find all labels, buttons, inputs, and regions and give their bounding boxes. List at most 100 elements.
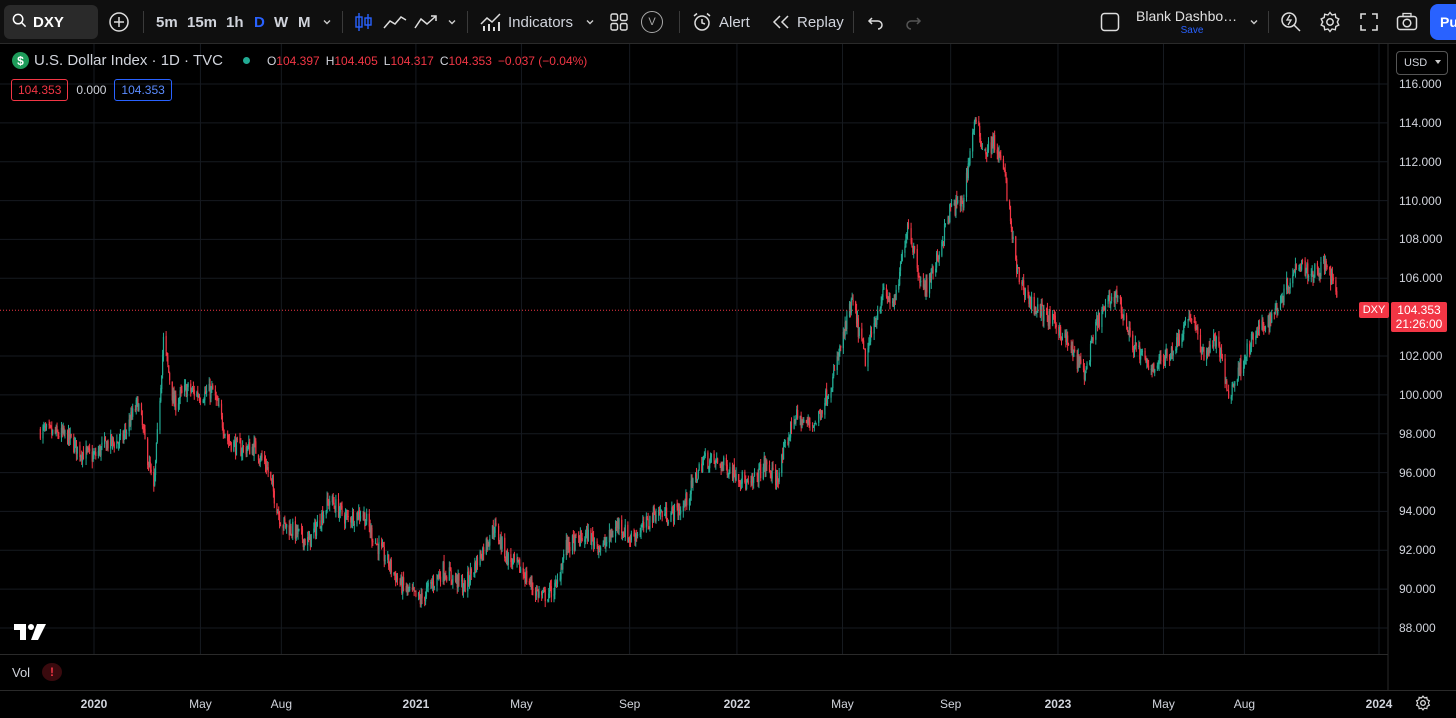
- price-chart[interactable]: [0, 44, 1456, 690]
- tf-15m[interactable]: 15m: [187, 0, 217, 44]
- candle-body: [925, 277, 927, 297]
- candle-body: [227, 440, 230, 442]
- symbol-title[interactable]: U.S. Dollar Index · 1D · TVC: [34, 52, 223, 69]
- candle-body: [235, 438, 238, 456]
- candle-body: [220, 403, 223, 416]
- snapshot-button[interactable]: [1396, 0, 1418, 44]
- candle-body: [633, 533, 635, 537]
- sell-price-box[interactable]: 104.353: [11, 79, 69, 101]
- candle-body: [233, 441, 235, 452]
- tf-d[interactable]: D: [254, 0, 265, 44]
- axis-settings-button[interactable]: [1415, 695, 1431, 716]
- candle-body: [789, 421, 792, 438]
- candle-body: [1073, 349, 1075, 357]
- candle-body: [965, 172, 968, 198]
- tf-m[interactable]: M: [298, 0, 311, 44]
- undo-button[interactable]: [867, 0, 885, 44]
- tf-5m[interactable]: 5m: [156, 0, 178, 44]
- candle-body: [659, 510, 662, 514]
- candle-body: [1184, 322, 1186, 326]
- volume-label[interactable]: Vol: [12, 665, 31, 680]
- fullscreen-button[interactable]: [1359, 0, 1379, 44]
- candle-body: [938, 254, 940, 260]
- candle-body: [187, 383, 189, 388]
- candle-body: [861, 328, 863, 339]
- indicators-dropdown[interactable]: [584, 0, 596, 44]
- compare-button[interactable]: [108, 0, 130, 44]
- replay-button[interactable]: Replay: [772, 0, 844, 44]
- candle-body: [690, 480, 692, 495]
- candle-body: [928, 274, 931, 294]
- quick-search-button[interactable]: [1280, 0, 1302, 44]
- candle-body: [585, 528, 588, 533]
- candle-body: [751, 476, 753, 482]
- candle-body: [869, 340, 871, 344]
- candle-body: [702, 461, 704, 472]
- candle-body: [892, 300, 895, 306]
- candle-body: [351, 521, 353, 523]
- redo-button[interactable]: [904, 0, 922, 44]
- candle-body: [42, 426, 44, 439]
- candle-body: [1154, 369, 1156, 373]
- candle-body: [368, 513, 370, 527]
- candle-body: [1126, 326, 1129, 332]
- settings-button[interactable]: [1319, 0, 1341, 44]
- candle-body: [452, 575, 454, 583]
- time-axis[interactable]: [0, 690, 1456, 718]
- layouts-button[interactable]: [610, 0, 628, 44]
- candle-body: [449, 566, 451, 572]
- candle-body: [523, 574, 525, 576]
- candle-body: [862, 340, 865, 350]
- layout-name[interactable]: Blank Dashbo… Save: [1136, 8, 1248, 36]
- candle-body: [1224, 358, 1226, 384]
- candle-body: [491, 525, 494, 539]
- candle-body: [1206, 350, 1208, 361]
- layout-select-checkbox[interactable]: [1100, 0, 1120, 44]
- layout-dropdown[interactable]: [1248, 0, 1260, 44]
- indicators-button[interactable]: Indicators: [480, 0, 573, 44]
- candle-body: [45, 424, 48, 428]
- candle-body: [209, 384, 211, 399]
- save-link[interactable]: Save: [1180, 25, 1204, 36]
- candle-body: [994, 135, 996, 150]
- candle-body: [481, 557, 483, 560]
- candle-body: [1231, 384, 1233, 397]
- candle-body: [210, 387, 212, 399]
- candle-body: [352, 511, 355, 525]
- timeframe-dropdown[interactable]: [321, 0, 333, 44]
- indicator-line-button[interactable]: [414, 0, 438, 44]
- candle-body: [746, 480, 749, 482]
- candle-type-button[interactable]: [354, 0, 374, 44]
- tf-1h[interactable]: 1h: [226, 0, 244, 44]
- candle-body: [877, 310, 879, 320]
- candle-body: [1283, 288, 1285, 303]
- candle-body: [389, 560, 392, 569]
- toolbar-divider: [679, 11, 680, 33]
- candle-body: [456, 576, 458, 588]
- candle-body: [180, 389, 182, 391]
- candle-body: [883, 287, 885, 290]
- gear-icon: [1319, 11, 1341, 33]
- candle-body: [183, 384, 186, 393]
- buy-price-box[interactable]: 104.353: [114, 79, 172, 101]
- publish-button[interactable]: Pu: [1430, 4, 1456, 40]
- candle-body: [1067, 335, 1069, 345]
- candle-body: [857, 318, 859, 338]
- toolbar-divider: [467, 11, 468, 33]
- tf-w[interactable]: W: [274, 0, 288, 44]
- v-button[interactable]: V: [641, 0, 663, 44]
- candle-body: [1145, 358, 1147, 362]
- warning-icon[interactable]: !: [42, 663, 62, 681]
- chart-type-dropdown[interactable]: [446, 0, 458, 44]
- candle-body: [697, 470, 699, 479]
- symbol-search-button[interactable]: DXY: [4, 5, 98, 39]
- candle-body: [291, 534, 293, 536]
- candle-body: [899, 271, 901, 285]
- currency-select[interactable]: USD: [1396, 51, 1448, 75]
- alert-button[interactable]: Alert: [692, 0, 750, 44]
- tradingview-logo-icon[interactable]: [14, 624, 46, 645]
- candle-body: [782, 453, 784, 460]
- candle-body: [640, 527, 642, 533]
- candle-body: [788, 437, 790, 444]
- line-chart-button[interactable]: [383, 0, 407, 44]
